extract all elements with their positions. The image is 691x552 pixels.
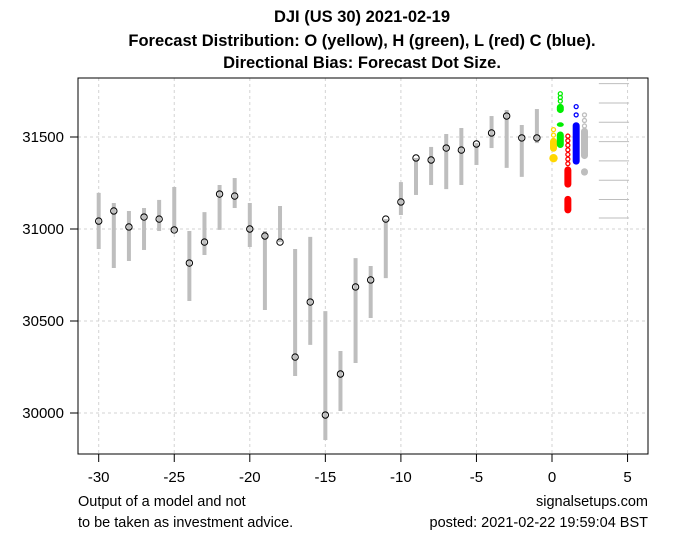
x-axis: -30 -25 -20 -15 -10 -5 0 5 [88, 454, 632, 486]
posted-timestamp: posted: 2021-02-22 19:59:04 BST [430, 515, 649, 531]
forecast-filled-cluster [556, 103, 564, 114]
chart-subtitle-2: Directional Bias: Forecast Dot Size. [223, 54, 501, 72]
close-dot [215, 190, 224, 198]
x-tick-label: 0 [548, 469, 556, 486]
close-dot [170, 226, 178, 234]
close-dot [518, 134, 526, 142]
forecast-outline-dot [565, 147, 571, 153]
close-dot [140, 213, 148, 221]
x-tick-label: -5 [470, 469, 483, 486]
forecast-outline-dot [557, 98, 563, 104]
forecast-big-dot [549, 153, 558, 163]
close-dot [155, 215, 163, 223]
forecast-outline-dot [581, 112, 588, 118]
forecast-outline-dot [565, 138, 571, 144]
forecast-C-column [572, 103, 580, 165]
forecast-O-column [549, 126, 558, 163]
forecast-filled-cluster [572, 122, 580, 165]
forecast-outline-dot [565, 161, 571, 167]
close-dot [200, 238, 209, 246]
forecast-outline-dot [581, 117, 588, 124]
close-dot [457, 146, 466, 154]
y-tick-label: 31000 [22, 221, 64, 238]
close-dot [95, 217, 103, 225]
close-dot [185, 259, 194, 267]
close-dot [306, 298, 314, 306]
close-dot [397, 198, 405, 206]
close-dot [382, 215, 390, 223]
forecast-outline-dot [573, 112, 579, 118]
x-tick-label: -10 [390, 469, 412, 486]
forecast-outline-dot [565, 151, 571, 158]
forecast-filled-cluster [550, 137, 558, 152]
forecast-filled-cluster [580, 168, 588, 176]
chart-subtitle-1: Forecast Distribution: O (yellow), H (gr… [128, 32, 595, 50]
x-tick-label: 5 [623, 469, 631, 486]
forecast-outline-dot [550, 126, 557, 133]
close-dot [291, 353, 299, 361]
close-dot [412, 154, 420, 162]
close-dot [110, 207, 118, 215]
forecast-outline-dot [550, 132, 557, 138]
close-dot [442, 144, 450, 152]
forecast-L-column [564, 133, 572, 214]
forecast-outline-dot [565, 156, 571, 162]
forecast-filled-cluster [564, 195, 572, 214]
forecast-filled-cluster [556, 122, 564, 127]
reference-levels [598, 83, 630, 219]
y-tick-label: 30000 [22, 405, 64, 422]
close-dot [427, 156, 435, 164]
x-tick-label: -25 [163, 469, 185, 486]
close-dot [366, 276, 375, 284]
chart-title: DJI (US 30) 2021-02-19 [274, 8, 450, 26]
disclaimer-line-1: Output of a model and not [78, 494, 246, 510]
x-tick-label: -20 [239, 469, 261, 486]
forecast-filled-cluster [556, 131, 564, 149]
y-tick-label: 30500 [22, 313, 64, 330]
close-dot [502, 112, 511, 120]
close-dot [246, 225, 254, 233]
close-dot [276, 238, 284, 246]
forecast-outline-dot [581, 123, 588, 129]
y-tick-label: 31500 [22, 129, 64, 146]
forecast-outline-dot [565, 133, 571, 139]
close-dot [230, 192, 239, 200]
close-dot [351, 283, 360, 291]
forecast-extra-column [580, 112, 588, 176]
close-dot [321, 411, 330, 419]
forecast-outline-dot [573, 103, 579, 110]
forecast-H-column [556, 91, 564, 149]
forecast-filled-cluster [564, 166, 572, 188]
plot-frame [77, 77, 649, 455]
close-dot [261, 232, 269, 240]
forecast-filled-cluster [580, 127, 588, 160]
close-dot [472, 140, 481, 148]
x-tick-label: -15 [315, 469, 337, 486]
forecast-outline-dot [565, 142, 571, 148]
history-bars [95, 109, 541, 441]
y-axis: 30000 30500 31000 31500 [22, 129, 78, 422]
forecast-distribution [549, 91, 588, 214]
close-dot [533, 134, 541, 142]
close-dot [125, 223, 133, 231]
x-tick-label: -30 [88, 469, 110, 486]
site-credit: signalsetups.com [536, 494, 648, 510]
close-dot [487, 129, 496, 137]
close-dot [336, 370, 345, 378]
disclaimer-line-2: to be taken as investment advice. [78, 515, 293, 531]
